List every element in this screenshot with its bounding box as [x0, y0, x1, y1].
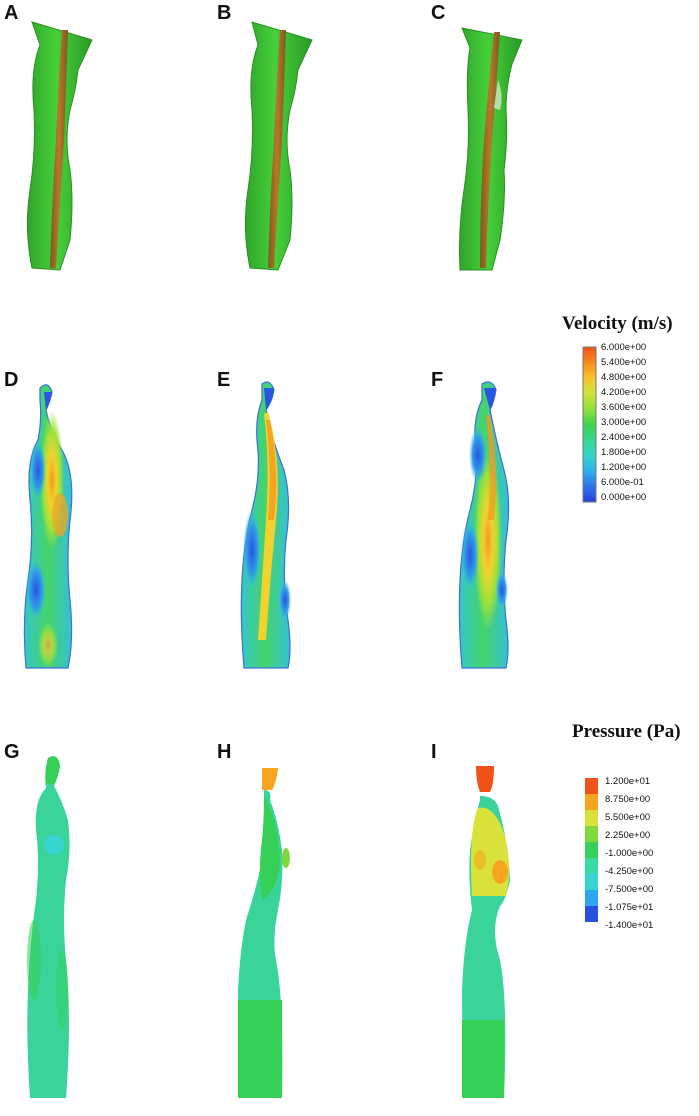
velocity-tick: 4.200e+00 — [601, 387, 647, 398]
pressure-tick: -7.500e+00 — [605, 884, 654, 895]
velocity-colorbar — [582, 346, 597, 503]
panel-label-a: A — [4, 2, 19, 24]
panel-c-model — [459, 27, 523, 271]
pressure-tick: 1.200e+01 — [605, 776, 651, 787]
panel-i-pressure — [462, 766, 510, 1098]
panel-label-d: D — [4, 369, 19, 391]
velocity-tick: 3.000e+00 — [601, 417, 647, 428]
panel-label-f: F — [431, 369, 444, 391]
velocity-tick: 1.800e+00 — [601, 447, 647, 458]
velocity-tick: 1.200e+00 — [601, 462, 647, 473]
velocity-legend-title: Velocity (m/s) — [562, 313, 673, 334]
panel-label-h: H — [217, 741, 232, 763]
velocity-tick: 5.400e+00 — [601, 357, 647, 368]
velocity-tick: 0.000e+00 — [601, 492, 647, 503]
velocity-tick: 6.000e+00 — [601, 342, 647, 353]
panel-label-c: C — [431, 2, 446, 24]
panel-label-e: E — [217, 369, 231, 391]
panel-e-velocity — [240, 381, 291, 669]
pressure-tick: -4.250e+00 — [605, 866, 654, 877]
panel-f-velocity — [458, 381, 510, 669]
pressure-tick: 8.750e+00 — [605, 794, 651, 805]
pressure-tick: -1.075e+01 — [605, 902, 654, 913]
pressure-colorbar — [585, 778, 598, 922]
panel-h-pressure — [238, 768, 290, 1098]
pressure-tick: 5.500e+00 — [605, 812, 651, 823]
pressure-tick: -1.400e+01 — [605, 920, 654, 931]
panel-label-i: I — [431, 741, 437, 763]
panel-a-model — [26, 21, 93, 271]
velocity-tick: 2.400e+00 — [601, 432, 647, 443]
panel-b-model — [244, 21, 313, 271]
pressure-tick: 2.250e+00 — [605, 830, 651, 841]
velocity-tick: 6.000e-01 — [601, 477, 644, 488]
pressure-tick: -1.000e+00 — [605, 848, 654, 859]
velocity-tick: 3.600e+00 — [601, 402, 647, 413]
panel-label-g: G — [4, 741, 20, 763]
panel-g-pressure — [27, 756, 70, 1098]
panel-d-velocity — [23, 384, 73, 669]
pressure-legend-title: Pressure (Pa) — [572, 721, 681, 742]
panel-label-b: B — [217, 2, 232, 24]
velocity-tick: 4.800e+00 — [601, 372, 647, 383]
